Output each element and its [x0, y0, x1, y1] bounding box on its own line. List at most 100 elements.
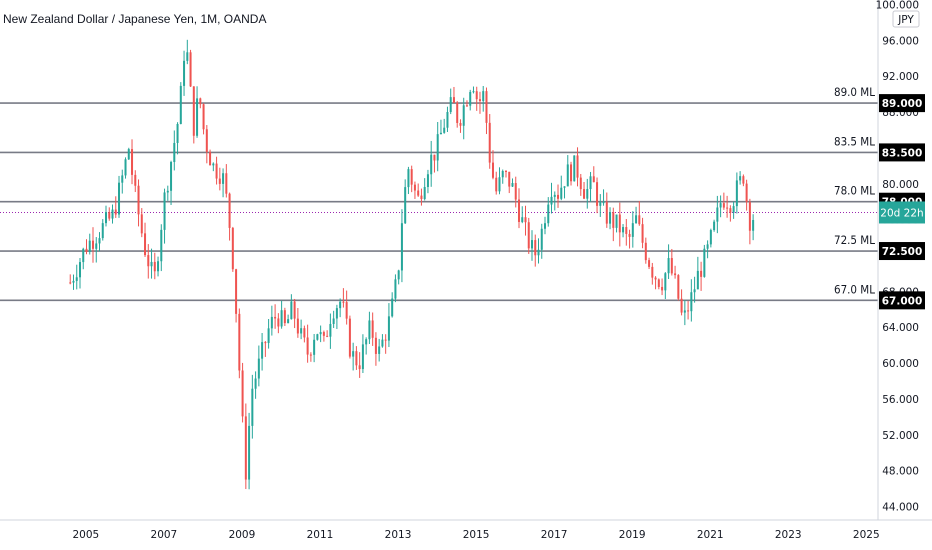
candle	[319, 325, 322, 343]
candle-body	[287, 319, 290, 324]
candle	[726, 195, 729, 218]
time-axis[interactable]: 2005 2007 2009 2011 2013 2015 2017 2019 2021 2023…	[72, 529, 879, 541]
candle	[150, 248, 153, 279]
candle-body	[105, 212, 108, 224]
candle	[703, 244, 706, 278]
candle-body	[557, 194, 560, 199]
candle-body	[160, 229, 163, 262]
candle-body	[739, 176, 742, 181]
candle-body	[309, 354, 312, 356]
candle	[313, 334, 316, 363]
candle-body	[88, 240, 91, 252]
currency-label: JPY	[897, 14, 914, 26]
candle-body	[205, 129, 208, 152]
candle	[716, 195, 719, 234]
level-badge-text: 67.000	[882, 295, 923, 307]
candle-body	[524, 217, 527, 223]
candle	[300, 319, 303, 340]
candle	[433, 154, 436, 173]
candle	[485, 87, 488, 135]
candle-body	[124, 159, 127, 176]
candle	[254, 371, 257, 399]
candle	[189, 49, 192, 87]
candle	[95, 237, 98, 263]
candle-body	[641, 224, 644, 243]
candle-body	[729, 208, 732, 213]
candle-body	[654, 277, 657, 280]
candle	[729, 205, 732, 222]
candle	[576, 147, 579, 187]
candle	[436, 121, 439, 172]
candle-body	[573, 155, 576, 182]
level-badge-text: 83.500	[882, 147, 923, 159]
candle	[290, 294, 293, 320]
candle-body	[384, 339, 387, 341]
candle-body	[482, 91, 485, 102]
candle-body	[579, 177, 582, 190]
candle-body	[426, 174, 429, 187]
candle	[157, 256, 160, 277]
candle-body	[118, 182, 121, 215]
candle	[352, 342, 355, 371]
x-tick-label: 2007	[151, 529, 178, 541]
candle	[654, 276, 657, 290]
candle	[192, 86, 195, 144]
candle	[449, 88, 452, 115]
level-badge	[879, 291, 925, 310]
y-tick-label: 44.000	[882, 502, 919, 514]
candle	[303, 325, 306, 343]
candle	[570, 161, 573, 186]
candle	[241, 362, 244, 423]
candle	[472, 86, 475, 94]
candle	[687, 300, 690, 320]
level-label: 89.0 ML	[834, 85, 875, 99]
candle-body	[553, 194, 556, 197]
candle-body	[387, 316, 390, 341]
candle-body	[592, 176, 595, 183]
candle	[140, 208, 143, 238]
candle	[752, 214, 755, 241]
candle-body	[131, 149, 134, 175]
candle	[212, 162, 215, 172]
candle-body	[560, 187, 563, 199]
y-tick-label: 56.000	[882, 394, 919, 406]
y-tick-label: 100.000	[876, 0, 919, 11]
candle-body	[612, 212, 615, 228]
level-label: 78.0 ML	[834, 184, 875, 198]
candle	[365, 337, 368, 355]
candle-body	[550, 196, 553, 205]
candle	[183, 50, 186, 96]
candle	[160, 224, 163, 272]
candle-body	[459, 122, 462, 126]
candle-body	[277, 318, 280, 327]
candle	[596, 177, 599, 214]
candle	[257, 345, 260, 387]
candle-body	[687, 310, 690, 312]
candle	[517, 188, 521, 229]
candle	[267, 318, 270, 349]
candle-body	[209, 151, 212, 166]
candle	[404, 179, 407, 224]
currency-box	[892, 10, 920, 28]
candle	[456, 101, 459, 128]
candle	[348, 315, 351, 359]
candle	[709, 228, 712, 248]
candle-body	[495, 177, 498, 192]
candle	[417, 183, 420, 197]
candle	[534, 234, 537, 267]
candle-body	[511, 183, 514, 187]
candle-body	[368, 320, 371, 340]
candle-body	[690, 292, 693, 312]
candle	[358, 352, 361, 378]
candle	[566, 155, 569, 187]
candle-body	[137, 185, 140, 215]
candle	[280, 300, 283, 329]
candle-body	[622, 227, 625, 233]
candle	[641, 217, 644, 249]
candle-body	[257, 358, 260, 379]
candle	[693, 276, 696, 303]
candle-body	[521, 217, 524, 222]
candle-body	[374, 337, 377, 354]
candle-body	[514, 183, 517, 200]
